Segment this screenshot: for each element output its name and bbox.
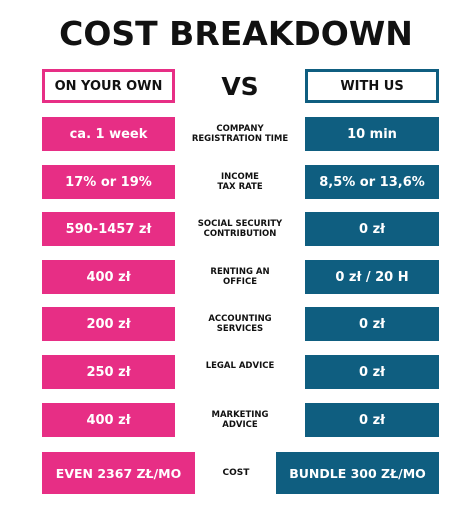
own-value: ca. 1 week xyxy=(42,117,175,151)
row-label: SOCIAL SECURITY CONTRIBUTION xyxy=(180,212,300,246)
us-value: 10 min xyxy=(305,117,439,151)
row-label: COST xyxy=(196,452,276,494)
row-label: MARKETING ADVICE xyxy=(180,403,300,437)
row-label-text: COMPANY REGISTRATION TIME xyxy=(191,124,289,144)
own-value: 200 zł xyxy=(42,307,175,341)
row-label-text: COST xyxy=(222,468,250,478)
row-label-text: SOCIAL SECURITY CONTRIBUTION xyxy=(197,219,283,239)
row-label: RENTING AN OFFICE xyxy=(180,260,300,294)
row-label: ACCOUNTING SERVICES xyxy=(180,307,300,341)
own-value: 250 zł xyxy=(42,355,175,389)
own-value: 400 zł xyxy=(42,260,175,294)
row-label-text: RENTING AN OFFICE xyxy=(210,267,270,287)
row-accounting: 200 zł ACCOUNTING SERVICES 0 zł xyxy=(0,307,472,341)
row-income-tax: 17% or 19% INCOME TAX RATE 8,5% or 13,6% xyxy=(0,165,472,199)
row-total-cost: EVEN 2367 ZŁ/MO COST BUNDLE 300 ZŁ/MO xyxy=(0,452,472,494)
us-value: 0 zł xyxy=(305,307,439,341)
vs-label: VS xyxy=(221,71,259,101)
us-value: 0 zł xyxy=(305,403,439,437)
us-value: 8,5% or 13,6% xyxy=(305,165,439,199)
row-renting-office: 400 zł RENTING AN OFFICE 0 zł / 20 H xyxy=(0,260,472,294)
row-legal-advice: 250 zł LEGAL ADVICE 0 zł xyxy=(0,355,472,389)
row-label-text: LEGAL ADVICE xyxy=(205,361,275,371)
own-value: 590-1457 zł xyxy=(42,212,175,246)
us-value: 0 zł xyxy=(305,212,439,246)
row-label: INCOME TAX RATE xyxy=(180,165,300,199)
row-marketing-advice: 400 zł MARKETING ADVICE 0 zł xyxy=(0,403,472,437)
with-us-header: WITH US xyxy=(305,69,439,103)
row-label: LEGAL ADVICE xyxy=(180,355,300,389)
row-label: COMPANY REGISTRATION TIME xyxy=(180,117,300,151)
page-title: COST BREAKDOWN xyxy=(59,14,413,53)
own-total: EVEN 2367 ZŁ/MO xyxy=(42,452,195,494)
us-total: BUNDLE 300 ZŁ/MO xyxy=(276,452,439,494)
us-value: 0 zł / 20 H xyxy=(305,260,439,294)
row-social-security: 590-1457 zł SOCIAL SECURITY CONTRIBUTION… xyxy=(0,212,472,246)
row-label-text: MARKETING ADVICE xyxy=(211,410,269,430)
row-registration-time: ca. 1 week COMPANY REGISTRATION TIME 10 … xyxy=(0,117,472,151)
row-label-text: INCOME TAX RATE xyxy=(217,172,263,192)
row-label-text: ACCOUNTING SERVICES xyxy=(208,314,272,334)
own-value: 400 zł xyxy=(42,403,175,437)
own-value: 17% or 19% xyxy=(42,165,175,199)
on-your-own-header: ON YOUR OWN xyxy=(42,69,175,103)
us-value: 0 zł xyxy=(305,355,439,389)
